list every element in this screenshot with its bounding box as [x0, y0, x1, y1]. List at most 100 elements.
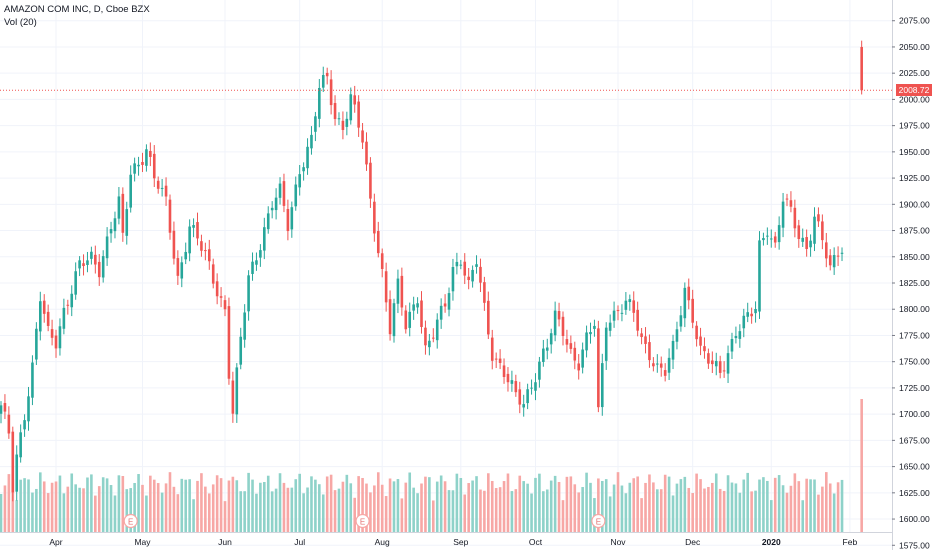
volume-bar: [683, 476, 687, 532]
volume-bar: [487, 473, 490, 532]
price-tick-label: 1675.00: [899, 435, 930, 445]
volume-bar: [711, 482, 714, 532]
volume-bar: [345, 474, 349, 532]
volume-bar: [754, 490, 757, 532]
volume-bar: [475, 476, 478, 532]
volume-bar: [730, 482, 734, 532]
volume-bar: [380, 484, 384, 532]
volume-bar: [263, 482, 266, 532]
candle-body: [506, 373, 510, 383]
volume-bar: [467, 483, 470, 532]
symbol-title[interactable]: AMAZON COM INC, D, Cboe BZX: [4, 4, 150, 15]
volume-bar: [675, 483, 679, 532]
current-price-label: 2008.72: [896, 84, 932, 97]
candle-body: [97, 261, 101, 278]
volume-bar: [318, 484, 321, 532]
volume-bar: [408, 472, 412, 532]
volume-bar: [663, 474, 667, 532]
candle-body: [168, 199, 172, 233]
candle-body: [298, 174, 301, 188]
volume-bar: [215, 475, 219, 532]
candle-body: [561, 316, 565, 337]
volume-bar: [0, 494, 3, 532]
volume-bar: [569, 476, 573, 532]
candle-body: [345, 118, 349, 127]
volume-bar: [836, 482, 840, 532]
volume-bar: [506, 473, 510, 532]
volume-bar: [600, 480, 604, 532]
volume-bar: [204, 486, 207, 532]
candle-body: [294, 184, 298, 207]
candle-body: [235, 367, 239, 415]
price-candles: [0, 40, 863, 502]
candle-body: [149, 150, 152, 157]
volume-bar: [86, 477, 89, 532]
volume-bar: [247, 472, 250, 532]
volume-bar: [648, 474, 651, 532]
price-tick-label: 1600.00: [899, 514, 930, 524]
price-axis[interactable]: 1550.001575.001600.001625.001650.001675.…: [892, 0, 930, 550]
candle-body: [7, 414, 11, 434]
volume-bar: [435, 481, 439, 532]
candle-body: [742, 315, 746, 329]
candle-body: [94, 254, 97, 265]
candle-body: [117, 196, 121, 219]
volume-bar: [141, 484, 144, 532]
volume-bar: [137, 474, 140, 532]
price-tick-label: 2025.00: [899, 68, 930, 78]
candle-body: [549, 333, 553, 345]
volume-bar: [235, 480, 239, 532]
candle-body: [671, 340, 675, 360]
volume-bar: [7, 474, 11, 532]
candle-body: [490, 337, 494, 361]
volume-bar: [39, 472, 42, 532]
volume-bar: [105, 478, 109, 532]
volume-bar: [612, 484, 616, 532]
candle-body: [479, 266, 482, 283]
candle-body: [172, 230, 176, 259]
candle-body: [616, 310, 620, 312]
price-tick-label: 2075.00: [899, 16, 930, 26]
candle-body: [46, 311, 50, 326]
candle-body: [604, 327, 608, 361]
volume-bar: [542, 491, 545, 532]
candle-body: [341, 120, 345, 130]
candle-body: [152, 153, 156, 179]
volume-bar: [66, 486, 70, 532]
volume-bar: [282, 482, 286, 532]
candle-body: [691, 298, 694, 323]
candle-body: [569, 343, 573, 349]
volume-bar: [11, 479, 15, 532]
time-tick-label: Apr: [49, 537, 62, 547]
candle-body: [726, 353, 730, 374]
candle-body: [227, 306, 231, 379]
volume-bar: [133, 482, 136, 532]
candle-body: [349, 94, 353, 121]
candle-body: [707, 353, 710, 364]
volume-bar: [396, 479, 400, 532]
volume-indicator-label[interactable]: Vol (20): [4, 17, 37, 28]
candle-body: [286, 208, 290, 232]
price-tick-label: 1725.00: [899, 383, 930, 393]
volume-bar: [789, 485, 793, 532]
volume-bar: [616, 472, 620, 532]
volume-bar: [325, 476, 329, 532]
candle-body: [380, 253, 384, 269]
candle-body: [400, 275, 404, 308]
candle-body: [0, 405, 3, 414]
candle-body: [679, 315, 683, 327]
candle-body: [754, 309, 757, 314]
candle-body: [31, 362, 34, 398]
volume-bar: [671, 495, 675, 532]
volume-bar: [412, 487, 415, 532]
candle-body: [353, 95, 356, 105]
volume-bar: [585, 472, 588, 532]
volume-bar: [593, 498, 596, 532]
candle-body: [667, 357, 671, 373]
volume-bar: [805, 478, 808, 532]
time-axis[interactable]: Apr May Jun Jul Aug Sep Oct Nov Dec 2020 Feb: [0, 532, 892, 548]
candle-body: [840, 252, 844, 254]
volume-bar: [180, 478, 184, 532]
